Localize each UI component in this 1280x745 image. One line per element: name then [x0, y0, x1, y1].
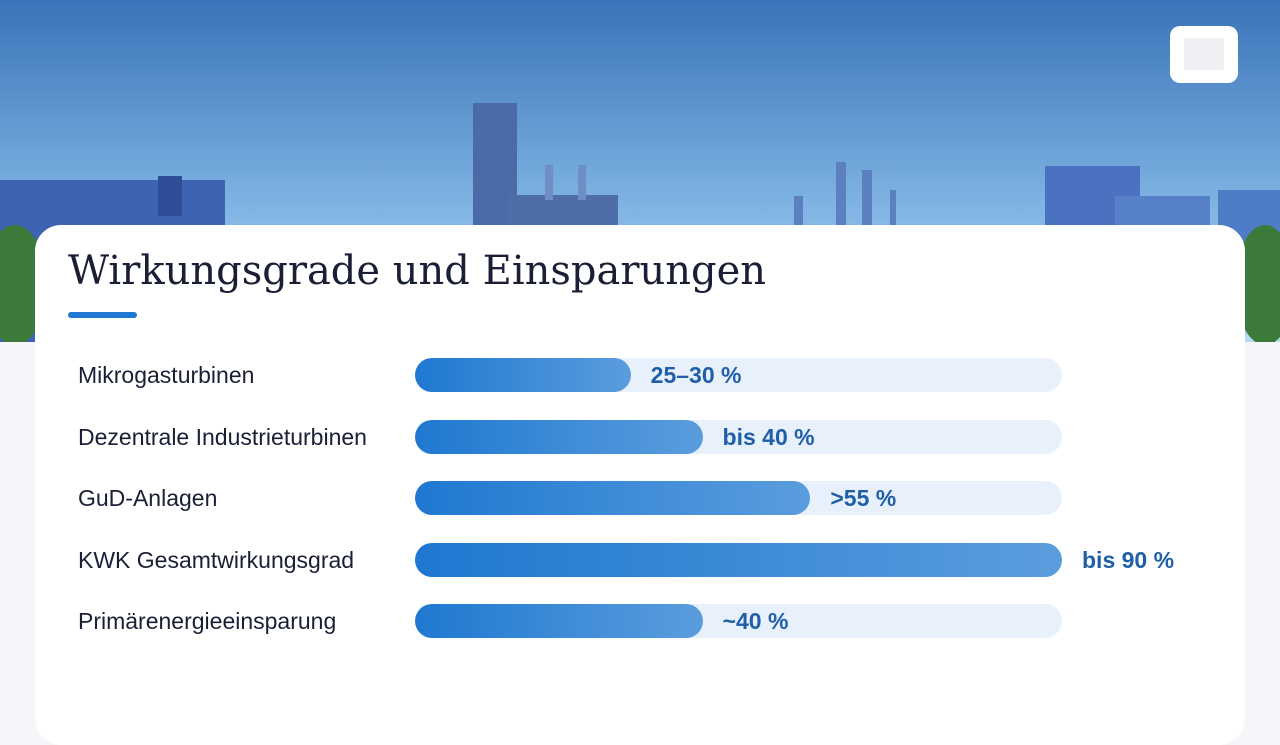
slide-title: Wirkungsgrade und Einsparungen — [68, 248, 767, 294]
value-label: 25–30 % — [650, 362, 742, 388]
category-label: KWK Gesamtwirkungsgrad — [78, 546, 355, 573]
bar — [415, 604, 703, 638]
bar — [415, 419, 703, 454]
bar — [415, 481, 811, 515]
title-underline — [68, 312, 137, 318]
category-label: Dezentrale Industrieturbinen — [78, 423, 367, 450]
logo — [1170, 26, 1238, 83]
value-label: >55 % — [830, 485, 897, 511]
category-label: Mikrogasturbinen — [78, 362, 255, 388]
value-label: bis 90 % — [1082, 546, 1175, 573]
category-label: Primärenergieeinsparung — [78, 608, 337, 634]
value-label: bis 40 % — [722, 423, 815, 450]
category-label: GuD-Anlagen — [78, 485, 218, 511]
bar — [415, 358, 631, 392]
bar — [415, 542, 1062, 577]
logo-image — [1184, 38, 1224, 70]
value-label: ~40 % — [722, 608, 789, 634]
